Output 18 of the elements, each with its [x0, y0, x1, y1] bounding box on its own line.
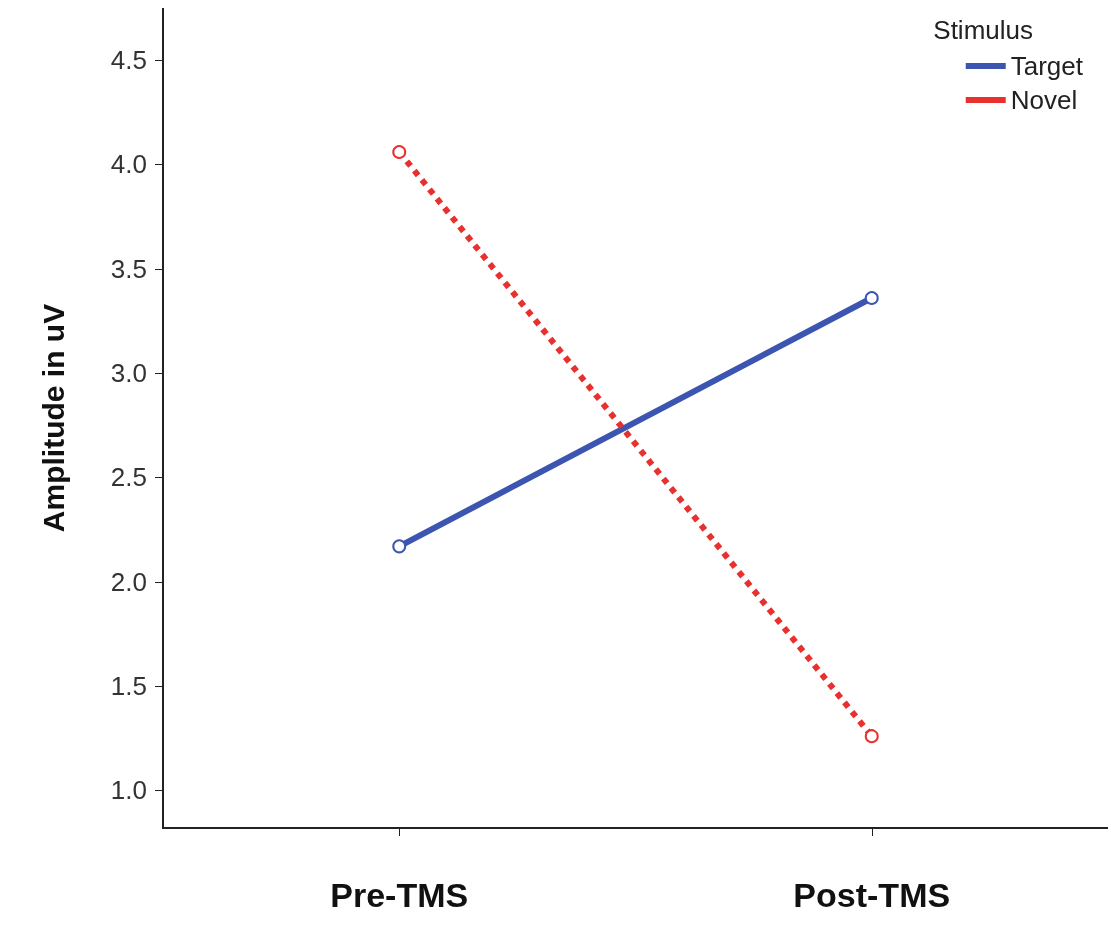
- y-tick-label: 3.0: [110, 358, 147, 389]
- y-tick-label: 2.5: [110, 462, 147, 493]
- y-tick-label: 1.0: [110, 775, 147, 806]
- legend-label: Novel: [1010, 85, 1078, 115]
- x-tick-label: Pre-TMS: [330, 876, 469, 914]
- x-tick-label: Post-TMS: [793, 876, 951, 914]
- y-tick-label: 4.5: [110, 45, 147, 76]
- y-tick-label: 3.5: [110, 253, 147, 284]
- y-tick-label: 2.0: [110, 566, 147, 597]
- legend-label: Target: [1010, 51, 1084, 81]
- y-tick-label: 1.5: [110, 671, 147, 702]
- point: [864, 729, 879, 744]
- point: [392, 539, 407, 554]
- legend-title: Stimulus: [933, 15, 1034, 45]
- point: [864, 291, 879, 306]
- point: [392, 144, 407, 159]
- y-tick-label: 4.0: [110, 149, 147, 180]
- y-axis-title: Amplitude in uV: [36, 303, 70, 533]
